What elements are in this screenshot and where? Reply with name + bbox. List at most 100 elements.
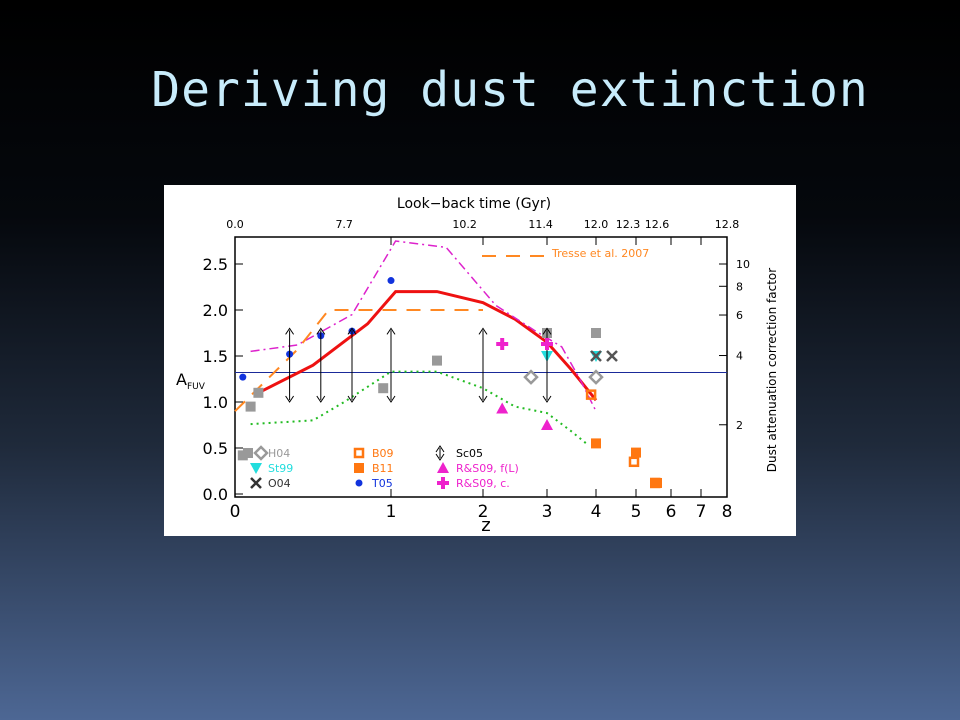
series-line-series-1 [250, 240, 597, 412]
right-tick-label: 2 [736, 419, 743, 432]
arrow-head-down [316, 395, 326, 403]
range-arrow-sc05 [478, 327, 488, 403]
legend-label: T05 [371, 477, 393, 490]
legend-marker [355, 479, 363, 487]
point-t05 [239, 373, 247, 381]
point-r-s09-c [541, 338, 553, 351]
arrow-head-down [478, 395, 488, 403]
point-h04 [588, 369, 604, 385]
y-axis-label-sub: FUV [187, 382, 206, 392]
legend-label: O04 [268, 477, 291, 490]
arrow-head-down [386, 395, 396, 403]
legend-label: Sc05 [456, 447, 483, 460]
legend-label: R&S09, c. [456, 477, 510, 490]
series-line-tresse-et-al-2007 [234, 309, 483, 412]
top-tick-label: 7.7 [335, 218, 353, 231]
x-tick-label: 6 [666, 502, 677, 522]
range-arrow-sc05 [386, 327, 396, 403]
arrow-head-up [285, 327, 295, 335]
x-tick-label: 1 [386, 502, 397, 522]
legend-item-h04: H04 [243, 445, 290, 461]
y-axis-label: AFUV [176, 370, 206, 392]
plot-frame [234, 236, 728, 498]
x-axis-label: z [481, 515, 490, 536]
right-tick-label: 10 [736, 258, 750, 271]
range-arrow-sc05 [347, 327, 357, 403]
x-tick-label: 0 [230, 502, 241, 522]
top-tick-label: 11.4 [528, 218, 553, 231]
legend-item-st99: St99 [250, 462, 293, 475]
arrow-head-up [542, 327, 552, 335]
top-tick-label: 0.0 [226, 218, 244, 231]
arrow-head-down [285, 395, 295, 403]
legend-marker [250, 463, 262, 474]
legend-marker [250, 477, 262, 489]
legend-marker [243, 448, 253, 458]
top-tick-label: 12.0 [584, 218, 609, 231]
x-tick-label: 5 [631, 502, 642, 522]
point-h04 [378, 383, 389, 394]
right-tick-label: 8 [736, 280, 743, 293]
x-tick-label: 7 [696, 502, 707, 522]
point-r-s09-f-l [496, 402, 509, 414]
point-t05 [387, 277, 395, 285]
y-tick-label: 1.0 [203, 393, 228, 412]
y-tick-label: 2.5 [203, 255, 228, 274]
legend-label-tresse: Tresse et al. 2007 [551, 247, 649, 260]
x-tick-label: 4 [591, 502, 602, 522]
legend-marker [354, 463, 364, 473]
arrow-head-up [386, 327, 396, 335]
legend-item-r-s09-f-l: R&S09, f(L) [437, 462, 519, 475]
legend-label: R&S09, f(L) [456, 462, 519, 475]
point-b11 [631, 447, 641, 458]
arrow-head-up [435, 445, 445, 453]
series-line-series-0 [257, 290, 598, 402]
point-o04 [606, 350, 618, 362]
axes-ticks: 0 1 2 3 4 5 6 7 80.00.51.01.52.02.50.0 7.7 10.2 11.… [203, 218, 750, 522]
arrow-head-up [347, 327, 357, 335]
legend-item-o04: O04 [250, 477, 291, 490]
legend-item-t05: T05 [355, 477, 393, 490]
legend-item-r-s09-c: R&S09, c. [437, 477, 510, 490]
legend-marker [437, 477, 449, 489]
top-tick-label: 12.3 [616, 218, 641, 231]
x-tick-label: 8 [722, 502, 733, 522]
legend-marker [353, 447, 365, 459]
point-b11 [652, 477, 662, 488]
series-line-series-2 [250, 370, 587, 445]
point-h04 [432, 355, 442, 366]
x-tick-label: 3 [542, 502, 553, 522]
top-tick-label: 12.6 [645, 218, 670, 231]
top-axis-label: Look−back time (Gyr) [397, 196, 551, 212]
arrow-head-down [542, 395, 552, 403]
legend: Tresse et al. 2007 H04 St99 O04 B09 B11 T05 Sc0… [243, 247, 649, 490]
range-arrow-sc05 [285, 327, 295, 403]
point-r-s09-c [496, 338, 509, 351]
y-tick-label: 0.0 [203, 485, 228, 504]
point-h04 [253, 387, 264, 398]
point-b11 [591, 438, 601, 449]
legend-item-b09: B09 [353, 447, 394, 460]
legend-item-b11: B11 [354, 462, 394, 475]
x-tick-label: 2 [478, 502, 489, 522]
point-h04 [591, 328, 601, 338]
legend-label: H04 [268, 447, 290, 460]
legend-item-sc05: Sc05 [435, 445, 483, 461]
point-h04 [237, 450, 248, 461]
point-r-s09-f-l [541, 419, 553, 430]
right-tick-label: 6 [736, 309, 743, 322]
top-tick-label: 12.8 [715, 218, 740, 231]
legend-marker [437, 462, 449, 473]
arrow-head-down [347, 395, 357, 403]
slide-title: Deriving dust extinction [151, 62, 869, 118]
point-o04 [590, 350, 602, 362]
point-h04 [245, 401, 256, 412]
right-axis-label: Dust attenuation correction factor [765, 268, 779, 472]
point-b09 [585, 389, 597, 400]
series-layer [234, 240, 662, 489]
legend-label: B11 [372, 462, 394, 475]
legend-marker [435, 445, 445, 461]
y-axis-label-main: A [176, 370, 187, 389]
arrow-head-down [435, 453, 445, 461]
legend-label: St99 [268, 462, 293, 475]
